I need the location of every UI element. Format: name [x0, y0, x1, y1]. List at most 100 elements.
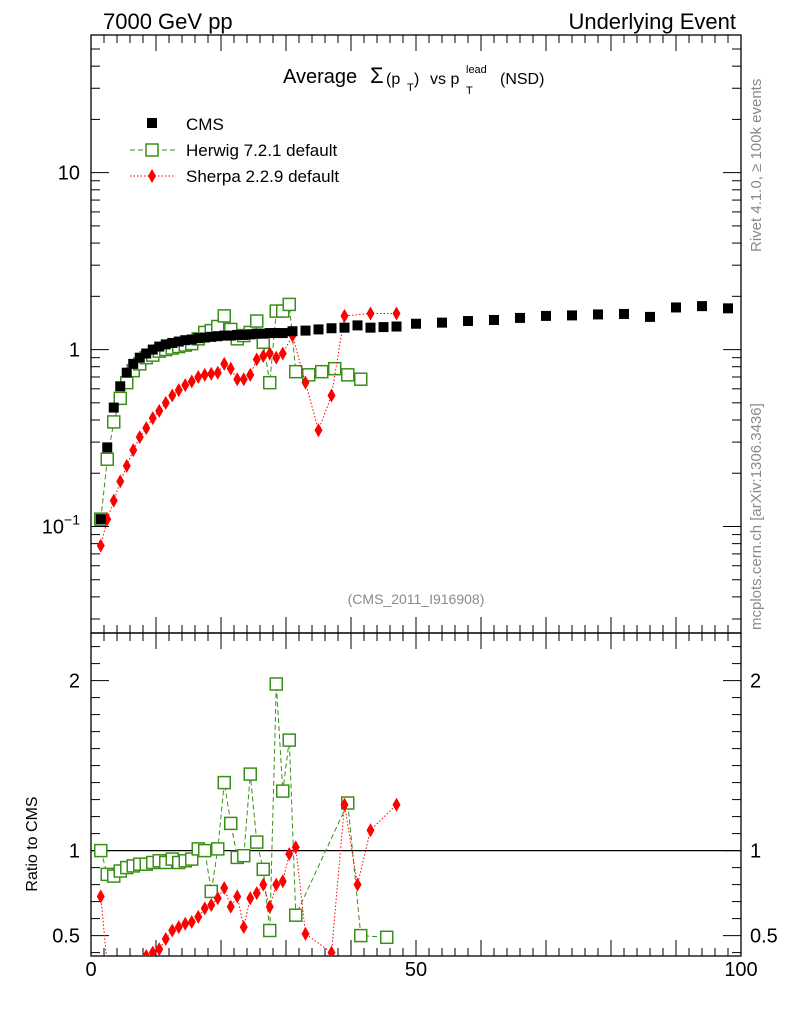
ratio-sherpa-point [233, 889, 242, 904]
main-herwig-point [289, 364, 303, 379]
main-sherpa-point [135, 430, 144, 445]
ratio-sherpa-line [100, 804, 397, 956]
main-cms-point [326, 323, 337, 334]
main-cms-point [619, 308, 629, 319]
ratio-plot-area [94, 677, 401, 973]
y-tick-label: 10−1 [42, 511, 80, 538]
mcplots-citation-label: mcplots.cern.ch [arXiv:1306.3436] [748, 403, 765, 630]
main-sherpa-point [265, 346, 274, 361]
main-cms-point [541, 310, 551, 321]
ratio-sherpa-point [181, 916, 190, 931]
main-sherpa-point [129, 443, 138, 458]
main-cms-point [121, 367, 132, 378]
main-sherpa-point [278, 346, 287, 361]
main-cms-point [251, 328, 262, 339]
ratio-sherpa-point [161, 932, 170, 946]
main-sherpa-point [340, 308, 349, 323]
ratio-sherpa-point [194, 909, 203, 924]
ratio-herwig-point [354, 928, 368, 943]
ratio-sherpa-point [340, 797, 349, 812]
main-sherpa-point [252, 352, 261, 367]
main-sherpa-point [174, 383, 183, 398]
main-cms-point [199, 332, 210, 343]
main-cms-point [245, 329, 256, 340]
main-sherpa-point [233, 372, 242, 387]
title-vs: vs p [430, 71, 459, 88]
main-sherpa-point [168, 388, 177, 403]
main-sherpa-point [181, 378, 190, 393]
ratio-sherpa-point [353, 877, 362, 892]
main-sherpa-point [259, 348, 268, 363]
header-energy-label: 7000 GeV pp [103, 9, 233, 34]
analysis-tag: (CMS_2011_I916908) [348, 591, 485, 607]
x-tick-label: 0 [85, 959, 96, 981]
main-cms-point [567, 310, 577, 321]
title-sigma: Σ [370, 63, 384, 88]
main-herwig-point [113, 391, 127, 406]
main-sherpa-point [366, 306, 375, 321]
main-sherpa-point [272, 350, 281, 365]
ratio-sherpa-point [103, 959, 111, 973]
main-cms-point [193, 333, 204, 344]
ratio-y-tick-label-right: 1 [750, 841, 761, 863]
title-lead-superscript: lead [466, 64, 487, 76]
main-cms-point [697, 301, 707, 312]
main-cms-point [160, 339, 171, 350]
main-sherpa-point [194, 369, 203, 384]
ratio-y-tick-label: 2 [69, 671, 80, 693]
main-cms-point [232, 329, 243, 340]
main-cms-point [437, 317, 447, 328]
ratio-y-tick-label: 1 [69, 841, 80, 863]
main-cms-point [173, 336, 184, 347]
main-cms-point [186, 334, 197, 345]
legend-sherpa-marker [148, 169, 156, 183]
title-lead-t-subscript: T [466, 85, 473, 97]
legend-herwig-marker [145, 143, 159, 157]
ratio-herwig-point [282, 733, 296, 747]
ratio-sherpa-point [291, 840, 300, 855]
main-cms-point [515, 312, 525, 323]
ratio-herwig-point [269, 677, 283, 691]
ratio-panel-frame [90, 632, 742, 957]
legend-cms-label: CMS [186, 115, 224, 134]
ratio-herwig-point [94, 843, 108, 858]
ratio-herwig-point [380, 930, 394, 945]
main-cms-point [102, 442, 113, 453]
legend: CMS Herwig 7.2.1 default Sherpa 2.2.9 de… [130, 115, 339, 186]
main-cms-point [167, 337, 178, 348]
ratio-herwig-point [198, 843, 212, 858]
header-process-label: Underlying Event [568, 9, 736, 34]
title-text: Average [283, 66, 357, 88]
main-cms-point [300, 325, 311, 336]
ratio-sherpa-point [366, 823, 375, 838]
title-nsd: (NSD) [500, 71, 544, 88]
main-cms-point [411, 318, 421, 329]
main-sherpa-point [148, 411, 157, 426]
ratio-sherpa-point [174, 920, 183, 935]
ratio-sherpa-point [285, 847, 294, 861]
main-cms-point [147, 344, 158, 355]
ratio-sherpa-point [220, 881, 229, 895]
ratio-sherpa-point [252, 886, 261, 901]
plot-title: Average Σ (p T ) vs p lead T (NSD) [283, 63, 544, 97]
ratio-y-tick-label-right: 0.5 [750, 926, 778, 948]
main-herwig-point [107, 415, 121, 429]
main-cms-point [115, 381, 126, 392]
ratio-sherpa-point [142, 949, 151, 956]
main-cms-point [219, 330, 230, 341]
main-cms-point [277, 328, 288, 339]
main-sherpa-point [200, 367, 209, 382]
main-cms-point [271, 328, 282, 339]
main-cms-point [593, 309, 603, 320]
main-sherpa-point [187, 374, 196, 389]
ratio-herwig-point [276, 784, 290, 798]
main-sherpa-point [246, 367, 255, 382]
x-tick-label: 100 [724, 959, 757, 981]
ratio-herwig-point [289, 908, 303, 922]
main-cms-point [723, 303, 733, 314]
main-herwig-point [341, 368, 355, 382]
ratio-herwig-point [256, 862, 270, 877]
ratio-herwig-point [237, 848, 251, 863]
main-sherpa-point [239, 372, 248, 387]
ratio-herwig-point [211, 842, 225, 856]
